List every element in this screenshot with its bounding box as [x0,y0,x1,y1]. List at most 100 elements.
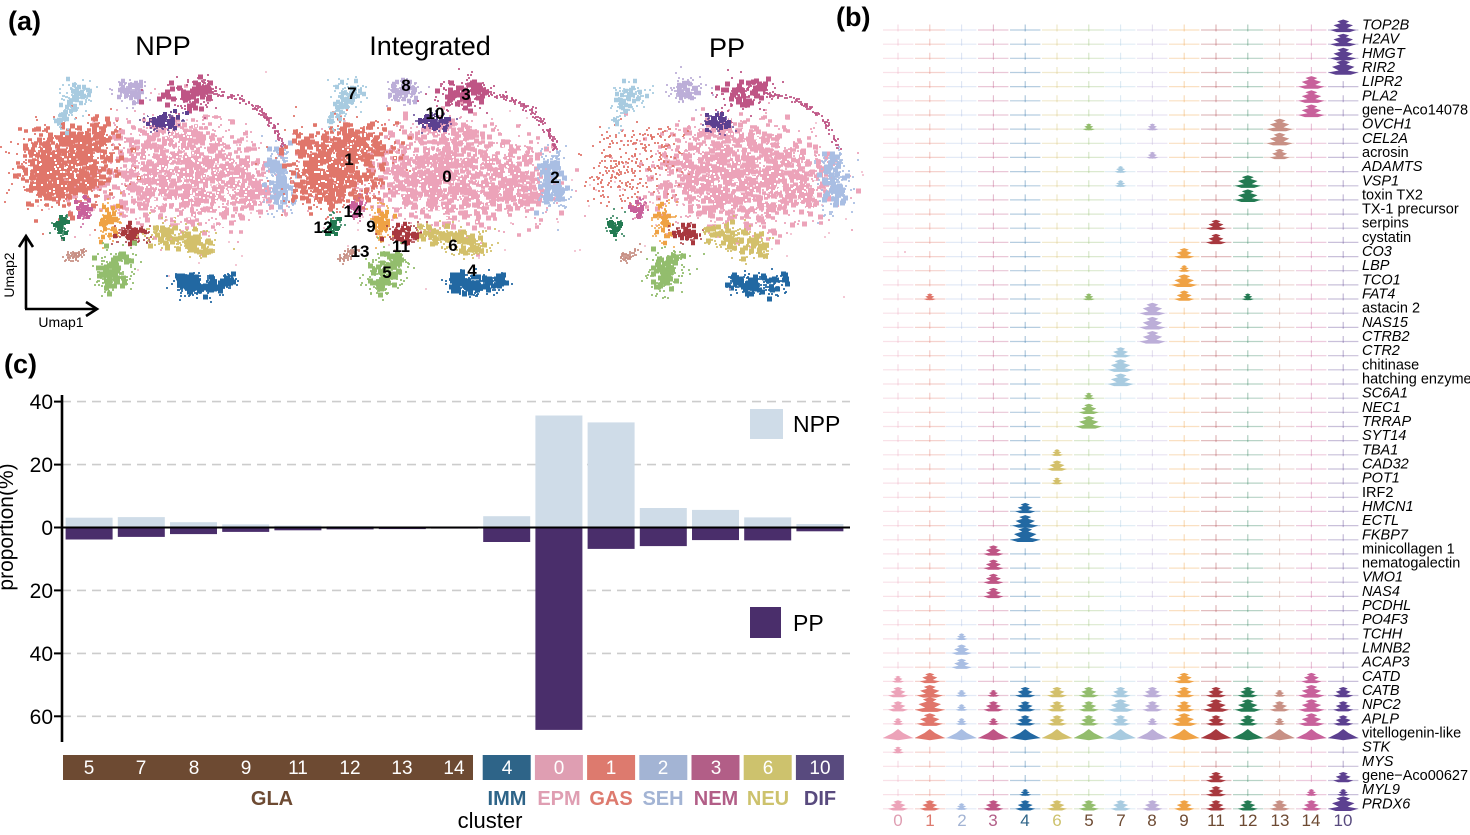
svg-text:8: 8 [401,76,410,95]
svg-text:6: 6 [448,236,457,255]
svg-text:CATB: CATB [1362,683,1400,699]
svg-text:NEM: NEM [694,788,738,810]
svg-text:3: 3 [461,85,470,104]
svg-text:FAT4: FAT4 [1362,287,1395,303]
svg-text:SC6A1: SC6A1 [1362,386,1408,402]
svg-text:Umap2: Umap2 [1,252,17,297]
svg-text:3: 3 [711,758,722,779]
svg-text:ACAP3: ACAP3 [1361,655,1410,671]
svg-text:gene−Aco14078: gene−Aco14078 [1362,103,1468,119]
svg-text:CAD32: CAD32 [1362,457,1409,473]
svg-text:(c): (c) [4,349,37,379]
svg-text:CTR2: CTR2 [1362,343,1400,359]
svg-text:2: 2 [550,168,559,187]
svg-text:11: 11 [392,237,410,256]
svg-text:PRDX6: PRDX6 [1362,796,1411,812]
svg-text:CEL2A: CEL2A [1362,131,1408,147]
svg-text:13: 13 [391,758,412,779]
svg-text:7: 7 [136,758,147,779]
svg-text:14: 14 [1302,811,1321,830]
svg-text:10: 10 [809,758,830,779]
svg-text:13: 13 [1271,811,1290,830]
svg-text:7: 7 [347,84,356,103]
svg-text:10: 10 [426,104,445,123]
svg-text:astacin 2: astacin 2 [1362,301,1420,317]
svg-text:2: 2 [957,811,966,830]
svg-text:proportion(%): proportion(%) [0,463,18,590]
svg-text:CO3: CO3 [1362,244,1392,260]
svg-text:9: 9 [1179,811,1188,830]
svg-text:60: 60 [30,706,53,729]
svg-text:5: 5 [84,758,95,779]
svg-text:cystatin: cystatin [1362,230,1411,246]
svg-text:IRF2: IRF2 [1362,485,1393,501]
svg-text:NPP: NPP [135,31,191,61]
svg-text:LIPR2: LIPR2 [1362,74,1402,90]
svg-text:PP: PP [709,33,745,63]
svg-text:CTRB2: CTRB2 [1362,329,1410,345]
svg-text:MYS: MYS [1362,754,1394,770]
svg-text:nematogalectin: nematogalectin [1362,556,1460,572]
svg-text:40: 40 [30,643,53,666]
svg-text:3: 3 [988,811,997,830]
svg-text:TRRAP: TRRAP [1362,414,1411,430]
svg-text:RIR2: RIR2 [1362,60,1395,76]
svg-text:NPP: NPP [793,411,840,437]
svg-text:PO4F3: PO4F3 [1362,612,1408,628]
svg-text:9: 9 [366,217,375,236]
svg-text:9: 9 [241,758,252,779]
svg-text:6: 6 [1052,811,1061,830]
svg-text:6: 6 [763,758,774,779]
svg-text:hatching enzyme: hatching enzyme [1362,372,1470,388]
svg-text:gene−Aco00627: gene−Aco00627 [1362,768,1468,784]
svg-text:ADAMTS: ADAMTS [1361,159,1423,175]
svg-text:SYT14: SYT14 [1362,428,1406,444]
svg-text:H2AV: H2AV [1362,32,1400,48]
svg-text:FKBP7: FKBP7 [1362,527,1409,543]
svg-text:12: 12 [339,758,360,779]
svg-text:TX-1 precursor: TX-1 precursor [1362,202,1459,218]
svg-text:0: 0 [554,758,565,779]
svg-text:EPM: EPM [537,788,580,810]
svg-text:ECTL: ECTL [1362,513,1399,529]
svg-text:SEH: SEH [642,788,683,810]
svg-text:11: 11 [288,758,308,779]
svg-text:GAS: GAS [589,788,632,810]
svg-text:Umap1: Umap1 [38,314,83,330]
svg-text:14: 14 [344,202,363,221]
svg-text:8: 8 [189,758,200,779]
svg-text:POT1: POT1 [1362,471,1400,487]
svg-text:2: 2 [658,758,669,779]
svg-text:minicollagen 1: minicollagen 1 [1362,541,1455,557]
svg-text:20: 20 [30,454,53,477]
svg-text:4: 4 [1020,811,1029,830]
svg-text:HMGT: HMGT [1362,46,1406,62]
svg-text:PP: PP [793,610,824,636]
svg-text:acrosin: acrosin [1362,145,1409,161]
svg-text:5: 5 [1084,811,1093,830]
svg-text:13: 13 [351,242,370,261]
svg-text:14: 14 [443,758,465,779]
svg-text:NEU: NEU [747,788,789,810]
svg-text:1: 1 [925,811,934,830]
svg-text:NAS15: NAS15 [1362,315,1409,331]
svg-text:11: 11 [1207,811,1225,830]
svg-text:HMCN1: HMCN1 [1362,499,1414,515]
svg-text:1: 1 [606,758,617,779]
svg-text:20: 20 [30,580,53,603]
svg-text:NAS4: NAS4 [1362,584,1400,600]
svg-text:TOP2B: TOP2B [1362,18,1410,34]
svg-text:toxin TX2: toxin TX2 [1362,187,1423,203]
svg-text:TCO1: TCO1 [1362,272,1401,288]
svg-text:0: 0 [41,517,53,540]
svg-text:10: 10 [1334,811,1353,830]
svg-text:PLA2: PLA2 [1362,88,1397,104]
svg-text:(a): (a) [8,6,41,36]
svg-text:4: 4 [502,758,513,779]
svg-text:PCDHL: PCDHL [1362,598,1411,614]
svg-text:12: 12 [1239,811,1258,830]
svg-text:MYL9: MYL9 [1362,782,1400,798]
svg-text:NEC1: NEC1 [1362,400,1401,416]
svg-text:TCHH: TCHH [1362,626,1403,642]
svg-text:7: 7 [1116,811,1125,830]
